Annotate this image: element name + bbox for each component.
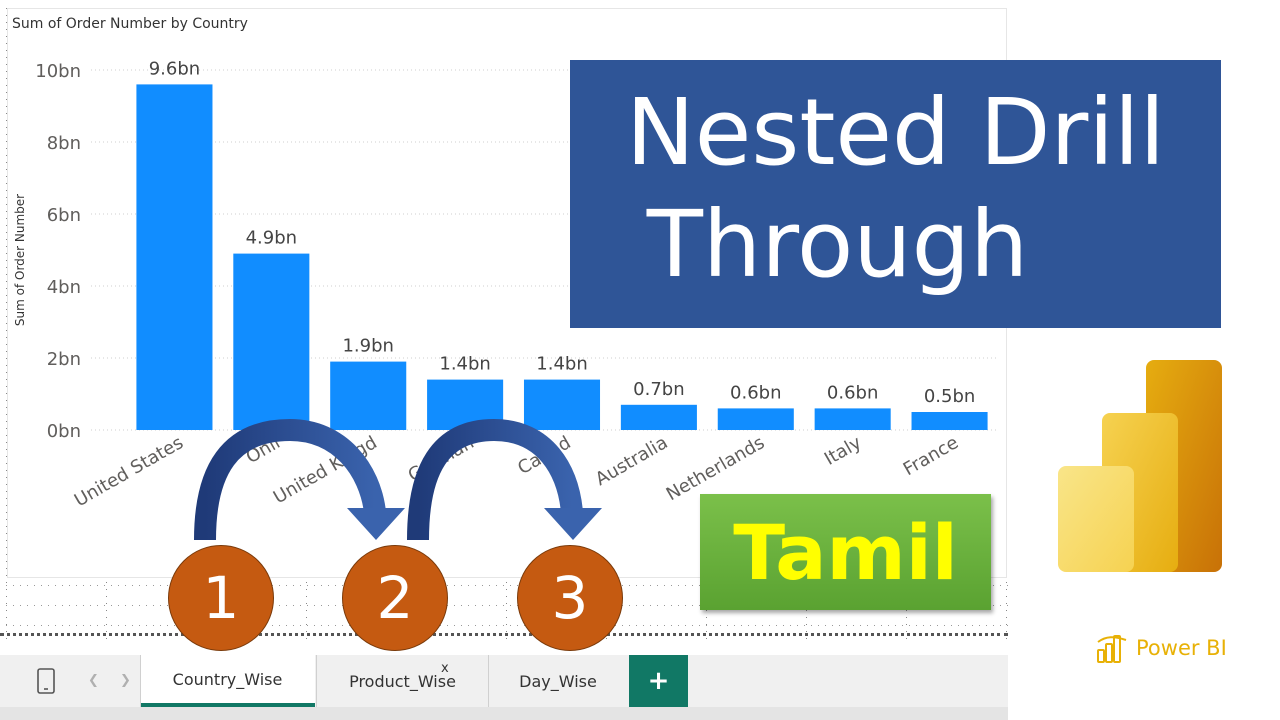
y-tick-label: 4bn bbox=[47, 277, 81, 298]
step-3-circle: 3 bbox=[517, 545, 623, 651]
bar-value-label: 0.5bn bbox=[924, 386, 975, 407]
chart-title: Sum of Order Number by Country bbox=[12, 16, 248, 32]
close-icon[interactable]: x bbox=[441, 661, 449, 676]
bar-france[interactable] bbox=[911, 412, 988, 430]
bar-value-label: 1.4bn bbox=[536, 354, 587, 375]
tab-divider bbox=[316, 655, 317, 707]
language-badge: Tamil bbox=[700, 494, 991, 610]
drill-through-arrows bbox=[194, 418, 602, 541]
power-bi-logo-icon bbox=[1058, 360, 1222, 572]
bar-value-label: 1.4bn bbox=[439, 354, 490, 375]
bar-united-kingdom[interactable] bbox=[330, 361, 407, 430]
bar-italy[interactable] bbox=[814, 408, 891, 430]
tab-label: Day_Wise bbox=[519, 671, 597, 691]
y-tick-label: 2bn bbox=[47, 349, 81, 370]
tab-day-wise[interactable]: Day_Wise bbox=[489, 655, 627, 707]
bar-united-states[interactable] bbox=[136, 84, 213, 431]
tab-divider bbox=[488, 655, 489, 707]
y-axis-title: Sum of Order Number bbox=[13, 194, 27, 326]
bar-value-label: 1.9bn bbox=[342, 336, 393, 357]
bar-value-label: 9.6bn bbox=[149, 58, 200, 79]
bar-value-label: 0.6bn bbox=[827, 382, 878, 403]
add-page-button[interactable]: + bbox=[629, 655, 688, 707]
y-tick-label: 0bn bbox=[47, 421, 81, 442]
tab-product-wise[interactable]: Product_Wise bbox=[317, 655, 488, 707]
tab-label: Product_Wise bbox=[349, 671, 456, 691]
bar-netherlands[interactable] bbox=[717, 408, 794, 430]
bar-online[interactable] bbox=[233, 253, 310, 430]
chevron-left-icon[interactable]: ❮ bbox=[88, 673, 99, 688]
title-banner: Nested Drill Through bbox=[570, 60, 1221, 328]
tab-label: Country_Wise bbox=[172, 669, 283, 689]
power-bi-brand: Power BI bbox=[1096, 632, 1227, 664]
tab-country-wise[interactable]: Country_Wise x bbox=[141, 655, 449, 707]
bar-value-label: 0.7bn bbox=[633, 379, 684, 400]
canvas-bottom-separator bbox=[0, 633, 1008, 636]
power-bi-label: Power BI bbox=[1136, 636, 1227, 660]
banner-title-line-2: Through bbox=[646, 191, 1029, 298]
bar-chart-visual[interactable]: Sum of Order Number by Country 0bn 2bn 4bn… bbox=[7, 8, 1007, 578]
tab-divider bbox=[140, 655, 141, 707]
bar-canada[interactable] bbox=[523, 379, 601, 430]
power-bi-small-icon bbox=[1097, 635, 1127, 663]
banner-title-line-1: Nested Drill bbox=[625, 79, 1166, 186]
bar-value-label: 0.6bn bbox=[730, 382, 781, 403]
mobile-layout-icon[interactable] bbox=[36, 667, 56, 699]
y-tick-label: 6bn bbox=[47, 205, 81, 226]
chevron-right-icon[interactable]: ❯ bbox=[120, 673, 131, 688]
bar-value-label: 4.9bn bbox=[246, 228, 297, 249]
step-1-circle: 1 bbox=[168, 545, 274, 651]
bar-australia[interactable] bbox=[620, 404, 697, 430]
y-tick-label: 8bn bbox=[47, 133, 81, 154]
step-2-circle: 2 bbox=[342, 545, 448, 651]
arrow-1-to-2 bbox=[194, 418, 405, 541]
y-tick-label: 10bn bbox=[35, 61, 81, 82]
page-tab-bar: ❮ ❯ Country_Wise x Product_Wise Day_Wise… bbox=[0, 655, 1008, 707]
status-bar bbox=[0, 707, 1008, 720]
arrow-2-to-3 bbox=[407, 418, 602, 541]
